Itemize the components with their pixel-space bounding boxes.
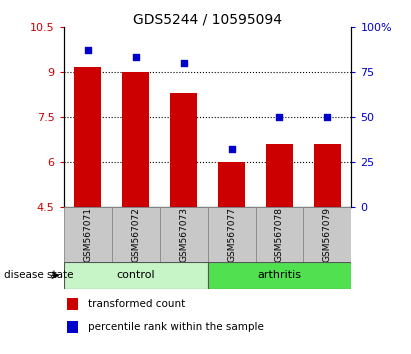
Text: GSM567073: GSM567073: [179, 207, 188, 262]
Bar: [67, 321, 78, 333]
Text: disease state: disease state: [4, 270, 74, 280]
Text: control: control: [116, 270, 155, 280]
Bar: [266, 144, 293, 207]
Point: [180, 60, 187, 65]
Bar: [208, 262, 351, 289]
Point: [324, 114, 331, 120]
Text: GSM567072: GSM567072: [131, 207, 140, 262]
Bar: [74, 67, 101, 207]
Bar: [314, 144, 341, 207]
Bar: [64, 262, 208, 289]
Point: [276, 114, 283, 120]
Bar: [303, 207, 351, 262]
Bar: [171, 93, 197, 207]
Bar: [256, 207, 303, 262]
Text: arthritis: arthritis: [257, 270, 302, 280]
Bar: [64, 207, 112, 262]
Text: GSM567078: GSM567078: [275, 207, 284, 262]
Bar: [122, 72, 149, 207]
Bar: [112, 207, 159, 262]
Text: GSM567077: GSM567077: [227, 207, 236, 262]
Bar: [67, 298, 78, 310]
Text: transformed count: transformed count: [88, 299, 185, 309]
Point: [132, 55, 139, 60]
Text: percentile rank within the sample: percentile rank within the sample: [88, 322, 264, 332]
Point: [228, 147, 235, 152]
Text: GSM567079: GSM567079: [323, 207, 332, 262]
Bar: [208, 207, 256, 262]
Bar: [159, 207, 208, 262]
Text: GDS5244 / 10595094: GDS5244 / 10595094: [133, 12, 282, 27]
Point: [84, 47, 91, 53]
Bar: [218, 162, 245, 207]
Text: GSM567071: GSM567071: [83, 207, 92, 262]
